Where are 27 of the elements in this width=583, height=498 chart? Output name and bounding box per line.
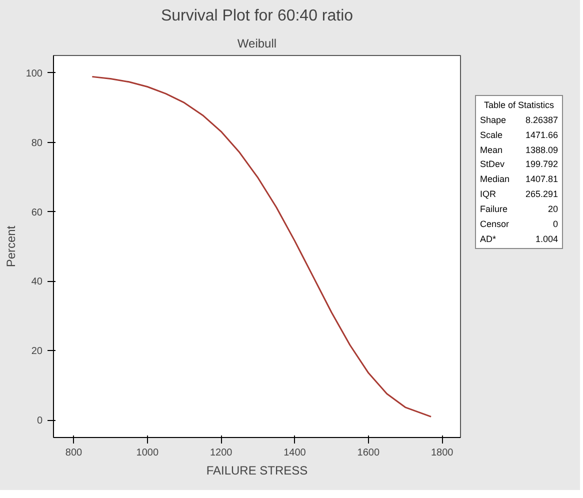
text: Scale 1471.66	[480, 130, 558, 140]
y-tick-label: 60	[31, 207, 43, 218]
text: Shape 8.26387	[480, 114, 558, 125]
text: IQR 265.291	[480, 189, 558, 200]
text: Table of Statistics	[482, 99, 556, 112]
y-tick-label: 40	[31, 276, 43, 288]
y-tick-label: 80	[31, 138, 43, 149]
text: Median 1407.81	[480, 174, 558, 184]
chart-subtitle: Weibull	[237, 36, 277, 50]
x-tick-label: 1000	[136, 448, 159, 458]
x-tick-label: 800	[65, 448, 83, 458]
x-axis-title: FAILURE STRESS	[206, 464, 308, 478]
y-tick-label: 0	[36, 416, 43, 427]
text: Mean 1388.09	[480, 144, 558, 155]
x-tick-label: 1800	[430, 448, 454, 458]
text: AD* 1.004	[480, 234, 558, 244]
text: Censor 0	[480, 218, 558, 229]
y-tick-label: 20	[31, 346, 43, 358]
text: Failure 20	[480, 204, 558, 214]
y-tick-label: 100	[26, 68, 43, 80]
x-tick-label: 1600	[357, 448, 380, 458]
y-axis-title: Percent	[4, 225, 18, 268]
x-tick-label: 1200	[210, 448, 233, 458]
x-tick-label: 1400	[284, 448, 306, 458]
text: StDev 199.792	[480, 159, 558, 170]
chart-title: Survival Plot for 60:40 ratio	[160, 8, 354, 24]
line-series	[91, 76, 432, 418]
